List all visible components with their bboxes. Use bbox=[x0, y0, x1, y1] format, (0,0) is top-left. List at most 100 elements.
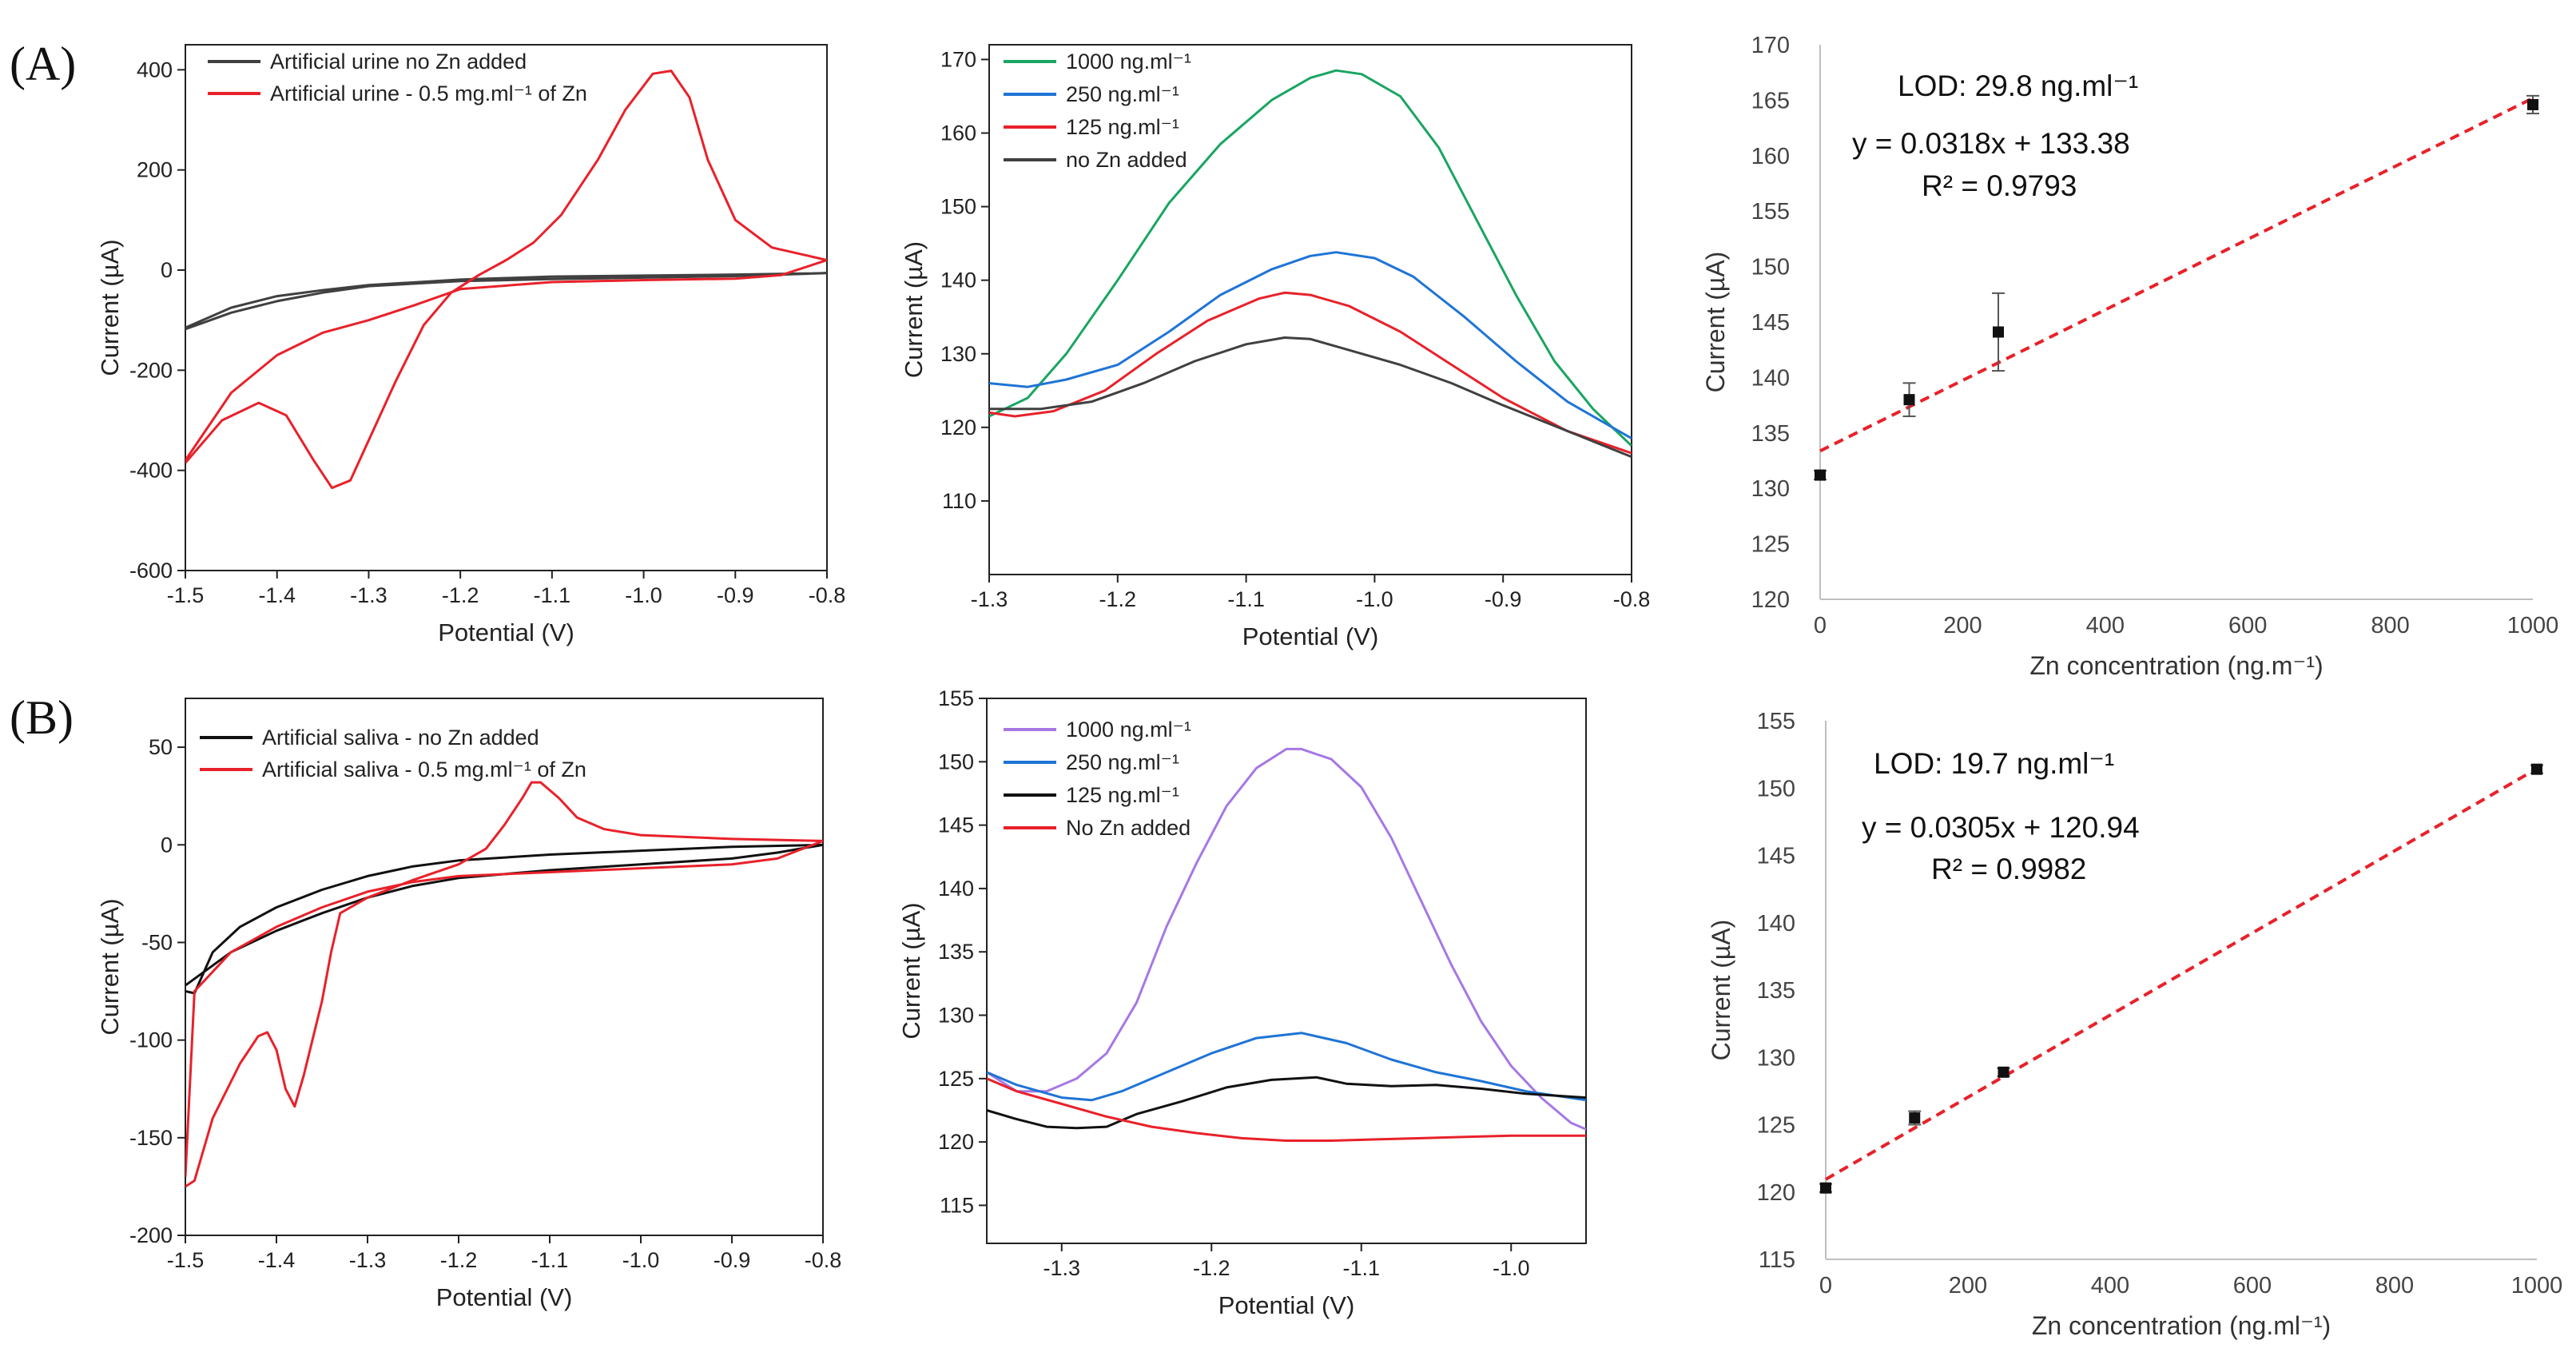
y-tick-label: 135 bbox=[938, 940, 974, 964]
data-point bbox=[1909, 1112, 1921, 1124]
y-tick-label: 120 bbox=[1757, 1180, 1795, 1206]
data-point bbox=[2527, 98, 2538, 110]
panel-label-b: (B) bbox=[10, 691, 74, 744]
chart-dpv_urine: -1.3 -1.2 -1.1 -1.0 -0.9 -0.8 110 120 130 140 150 1… bbox=[900, 44, 1651, 650]
x-tick-label: 0 bbox=[1819, 1273, 1832, 1298]
y-tick-label: 120 bbox=[938, 1130, 974, 1154]
charts-container: -1.5 -1.4 -1.3 -1.2 -1.1 -1.0 -0.9 -0.8 -600 -400… bbox=[96, 33, 2562, 1340]
x-tick-label: -0.8 bbox=[809, 583, 846, 607]
y-tick-label: -400 bbox=[129, 459, 173, 483]
x-tick-label: 800 bbox=[2375, 1273, 2414, 1298]
y-tick-label: 130 bbox=[940, 342, 976, 366]
x-tick-label: -1.5 bbox=[167, 1248, 205, 1272]
series-line bbox=[185, 781, 823, 1188]
y-tick-label: 155 bbox=[1757, 709, 1795, 734]
legend-label: no Zn added bbox=[1066, 148, 1187, 172]
y-tick-label: 140 bbox=[1757, 911, 1795, 937]
x-tick-label: 200 bbox=[1943, 613, 1982, 638]
y-tick-label: 50 bbox=[149, 735, 173, 759]
y-tick-label: 150 bbox=[1751, 255, 1790, 280]
lod-annotation: LOD: 19.7 ng.ml⁻¹ bbox=[1874, 747, 2114, 780]
data-point bbox=[1998, 1066, 2010, 1078]
trendline bbox=[1819, 97, 2534, 453]
series-line bbox=[987, 747, 1586, 1131]
data-point bbox=[1815, 469, 1826, 481]
y-tick-label: -600 bbox=[129, 559, 173, 583]
x-axis-label: Potential (V) bbox=[436, 1283, 573, 1311]
chart-cal_saliva: 0 200 400 600 800 1000 115 120 125 130 135 140 145 15… bbox=[1707, 709, 2562, 1340]
x-tick-label: -0.9 bbox=[1485, 587, 1522, 611]
y-axis-label: Current (µA) bbox=[1707, 920, 1735, 1061]
r2-annotation: R² = 0.9982 bbox=[1931, 853, 2086, 885]
chart-cv_saliva: -1.5 -1.4 -1.3 -1.2 -1.1 -1.0 -0.9 -0.8 -200 -150… bbox=[96, 698, 841, 1311]
plot-frame bbox=[986, 698, 1587, 1244]
x-tick-label: -1.1 bbox=[1227, 587, 1265, 611]
x-tick-label: -1.3 bbox=[349, 1248, 387, 1272]
y-axis-label: Current (µA) bbox=[900, 241, 928, 378]
x-tick-label: -1.2 bbox=[442, 583, 479, 607]
legend-label: 1000 ng.ml⁻¹ bbox=[1066, 50, 1191, 74]
trendline bbox=[1824, 767, 2538, 1181]
x-tick-label: -1.3 bbox=[971, 587, 1008, 611]
x-tick-label: 400 bbox=[2091, 1273, 2129, 1298]
series-line bbox=[185, 843, 823, 995]
legend-label: 125 ng.ml⁻¹ bbox=[1066, 783, 1179, 807]
x-tick-label: 600 bbox=[2228, 613, 2267, 638]
y-tick-label: 170 bbox=[1751, 33, 1790, 58]
data-point bbox=[1820, 1182, 1831, 1194]
legend-label: Artificial urine - 0.5 mg.ml⁻¹ of Zn bbox=[270, 82, 587, 105]
y-tick-label: 120 bbox=[1751, 587, 1790, 613]
y-tick-label: 150 bbox=[1757, 776, 1795, 801]
x-tick-label: 800 bbox=[2371, 613, 2409, 638]
x-tick-label: -1.3 bbox=[1043, 1256, 1080, 1280]
x-tick-label: -1.0 bbox=[625, 583, 662, 607]
x-tick-label: -0.8 bbox=[1613, 587, 1651, 611]
y-tick-label: 135 bbox=[1757, 978, 1795, 1004]
legend-label: Artificial urine no Zn added bbox=[270, 50, 527, 74]
x-tick-label: -1.1 bbox=[1342, 1256, 1380, 1280]
data-point bbox=[1903, 394, 1915, 406]
series-line bbox=[989, 69, 1632, 447]
y-tick-label: 0 bbox=[161, 833, 173, 857]
x-tick-label: -1.2 bbox=[440, 1248, 478, 1272]
y-tick-label: 115 bbox=[940, 1193, 974, 1217]
y-tick-label: 125 bbox=[938, 1067, 974, 1091]
plot-frame bbox=[185, 698, 824, 1236]
series-line bbox=[987, 1076, 1586, 1130]
y-tick-label: 140 bbox=[1751, 365, 1790, 391]
panel-label-a: (A) bbox=[10, 38, 76, 90]
x-tick-label: -0.8 bbox=[805, 1248, 842, 1272]
legend-label: 125 ng.ml⁻¹ bbox=[1066, 115, 1179, 139]
plot-frame bbox=[988, 44, 1632, 575]
y-tick-label: -200 bbox=[129, 358, 173, 382]
y-tick-label: 160 bbox=[1751, 144, 1790, 169]
y-tick-label: 130 bbox=[938, 1004, 974, 1028]
y-tick-label: 130 bbox=[1751, 476, 1790, 502]
y-tick-label: -50 bbox=[141, 930, 173, 954]
x-tick-label: 200 bbox=[1949, 1273, 1987, 1298]
x-axis-label: Zn concentration (ng.m⁻¹) bbox=[2029, 651, 2323, 680]
series-line bbox=[987, 1077, 1586, 1142]
y-tick-label: 120 bbox=[940, 416, 976, 439]
y-axis-label: Current (µA) bbox=[96, 239, 124, 376]
y-tick-label: 150 bbox=[938, 750, 974, 773]
x-tick-label: 600 bbox=[2233, 1273, 2272, 1298]
x-tick-label: 0 bbox=[1814, 613, 1827, 638]
y-tick-label: 145 bbox=[938, 813, 974, 837]
x-tick-label: -1.1 bbox=[531, 1248, 569, 1272]
equation-annotation: y = 0.0305x + 120.94 bbox=[1862, 811, 2140, 844]
y-tick-label: 125 bbox=[1757, 1113, 1795, 1139]
chart-cal_urine: 0 200 400 600 800 1000 120 125 130 135 140 145 150 15… bbox=[1701, 33, 2558, 680]
r2-annotation: R² = 0.9793 bbox=[1922, 169, 2077, 202]
y-tick-label: -150 bbox=[129, 1126, 173, 1150]
y-tick-label: 400 bbox=[137, 58, 173, 82]
x-tick-label: -0.9 bbox=[717, 583, 754, 607]
x-tick-label: -1.0 bbox=[1356, 587, 1393, 611]
y-tick-label: 115 bbox=[1759, 1247, 1795, 1273]
chart-dpv_saliva: -1.3 -1.2 -1.1 -1.0 115 120 125 130 135 140 145 150… bbox=[897, 686, 1587, 1319]
data-point bbox=[1993, 326, 2004, 338]
y-axis-label: Current (µA) bbox=[1701, 252, 1730, 393]
y-tick-label: -100 bbox=[129, 1028, 173, 1052]
x-axis-label: Potential (V) bbox=[1242, 622, 1379, 650]
